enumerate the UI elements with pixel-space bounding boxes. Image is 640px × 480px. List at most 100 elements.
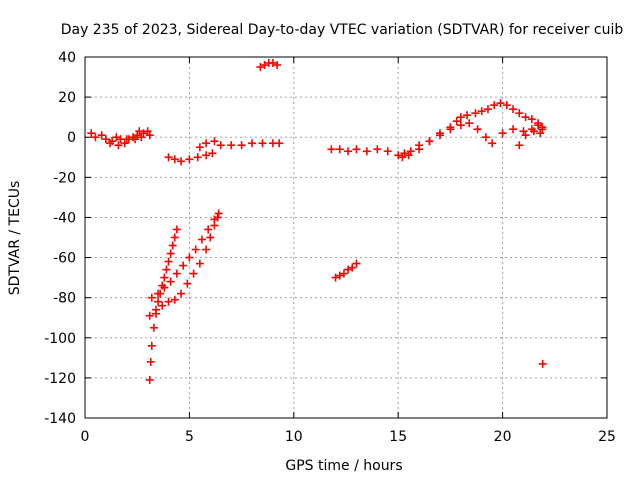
data-point bbox=[213, 213, 222, 222]
data-point bbox=[112, 133, 121, 142]
data-point bbox=[101, 135, 110, 144]
data-point bbox=[509, 125, 518, 134]
data-point bbox=[147, 341, 156, 350]
data-point bbox=[481, 133, 490, 142]
data-point bbox=[435, 131, 444, 140]
data-point bbox=[185, 253, 194, 262]
data-point bbox=[515, 141, 524, 150]
data-point bbox=[183, 279, 192, 288]
data-point bbox=[191, 245, 200, 254]
data-point bbox=[406, 147, 415, 156]
data-point bbox=[206, 233, 215, 242]
data-point bbox=[195, 143, 204, 152]
data-point bbox=[373, 145, 382, 154]
axis-ticks: 40 20 0 -20 -40 -60 -80 -100 -120 -140 0 5 10 15 20 25 bbox=[44, 50, 616, 445]
data-point bbox=[398, 153, 407, 162]
data-point bbox=[394, 151, 403, 160]
data-point bbox=[139, 129, 148, 138]
data-point bbox=[216, 141, 225, 150]
y-tick-label: -140 bbox=[44, 411, 76, 427]
data-point bbox=[170, 295, 179, 304]
data-point bbox=[538, 359, 547, 368]
data-point bbox=[335, 271, 344, 280]
data-point bbox=[362, 147, 371, 156]
data-point bbox=[488, 139, 497, 148]
x-tick-label: 15 bbox=[389, 429, 407, 445]
data-point bbox=[335, 145, 344, 154]
data-point bbox=[352, 145, 361, 154]
y-axis-label: SDTVAR / TECUs bbox=[7, 181, 23, 296]
data-point bbox=[146, 357, 155, 366]
data-point bbox=[208, 149, 217, 158]
data-point bbox=[519, 127, 528, 136]
data-point bbox=[202, 245, 211, 254]
data-point bbox=[210, 137, 219, 146]
plot-frame bbox=[84, 56, 608, 419]
data-point bbox=[131, 135, 140, 144]
data-point bbox=[344, 265, 353, 274]
data-point bbox=[160, 283, 169, 292]
data-point bbox=[339, 269, 348, 278]
data-point bbox=[327, 145, 336, 154]
data-point bbox=[145, 375, 154, 384]
data-point bbox=[344, 147, 353, 156]
data-point bbox=[114, 141, 123, 150]
data-point bbox=[195, 259, 204, 268]
data-point bbox=[509, 105, 518, 114]
data-point bbox=[162, 265, 171, 274]
data-point bbox=[170, 155, 179, 164]
data-point bbox=[463, 111, 472, 120]
data-point bbox=[135, 127, 144, 136]
data-point bbox=[446, 125, 455, 134]
data-point bbox=[456, 121, 465, 130]
data-point bbox=[172, 225, 181, 234]
data-point bbox=[137, 133, 146, 142]
data-point bbox=[536, 129, 545, 138]
data-point bbox=[331, 273, 340, 282]
y-tick-label: 20 bbox=[58, 90, 76, 106]
data-point bbox=[97, 131, 106, 140]
y-tick-label: -20 bbox=[53, 170, 76, 186]
y-tick-label: -120 bbox=[44, 371, 76, 387]
data-point bbox=[248, 139, 257, 148]
chart-title: Day 235 of 2023, Sidereal Day-to-day VTE… bbox=[61, 22, 624, 38]
data-point bbox=[193, 153, 202, 162]
data-point bbox=[160, 273, 169, 282]
data-point bbox=[473, 125, 482, 134]
data-point bbox=[177, 289, 186, 298]
data-point bbox=[425, 137, 434, 146]
data-point bbox=[133, 131, 142, 140]
data-point bbox=[400, 149, 409, 158]
data-point bbox=[477, 107, 486, 116]
data-point bbox=[483, 105, 492, 114]
data-point bbox=[154, 289, 163, 298]
data-point bbox=[498, 129, 507, 138]
y-tick-label: -100 bbox=[44, 331, 76, 347]
data-point bbox=[348, 263, 357, 272]
data-point bbox=[258, 139, 267, 148]
data-point bbox=[521, 131, 530, 140]
data-point bbox=[404, 151, 413, 160]
data-point bbox=[256, 63, 265, 72]
data-point bbox=[177, 157, 186, 166]
data-point bbox=[490, 101, 499, 110]
y-tick-label: -80 bbox=[53, 291, 76, 307]
data-point bbox=[197, 235, 206, 244]
x-tick-label: 5 bbox=[185, 429, 194, 445]
x-tick-label: 25 bbox=[598, 429, 616, 445]
data-point bbox=[268, 59, 277, 68]
data-point bbox=[534, 121, 543, 130]
data-point bbox=[91, 133, 100, 142]
data-point bbox=[275, 139, 284, 148]
data-point bbox=[527, 125, 536, 134]
data-point bbox=[164, 153, 173, 162]
data-point bbox=[260, 61, 269, 70]
data-points bbox=[87, 59, 547, 384]
data-point bbox=[415, 145, 424, 154]
y-tick-label: 0 bbox=[67, 130, 76, 146]
data-point bbox=[164, 257, 173, 266]
data-point bbox=[456, 113, 465, 122]
data-point bbox=[147, 293, 156, 302]
data-point bbox=[352, 259, 361, 268]
data-point bbox=[151, 305, 160, 314]
